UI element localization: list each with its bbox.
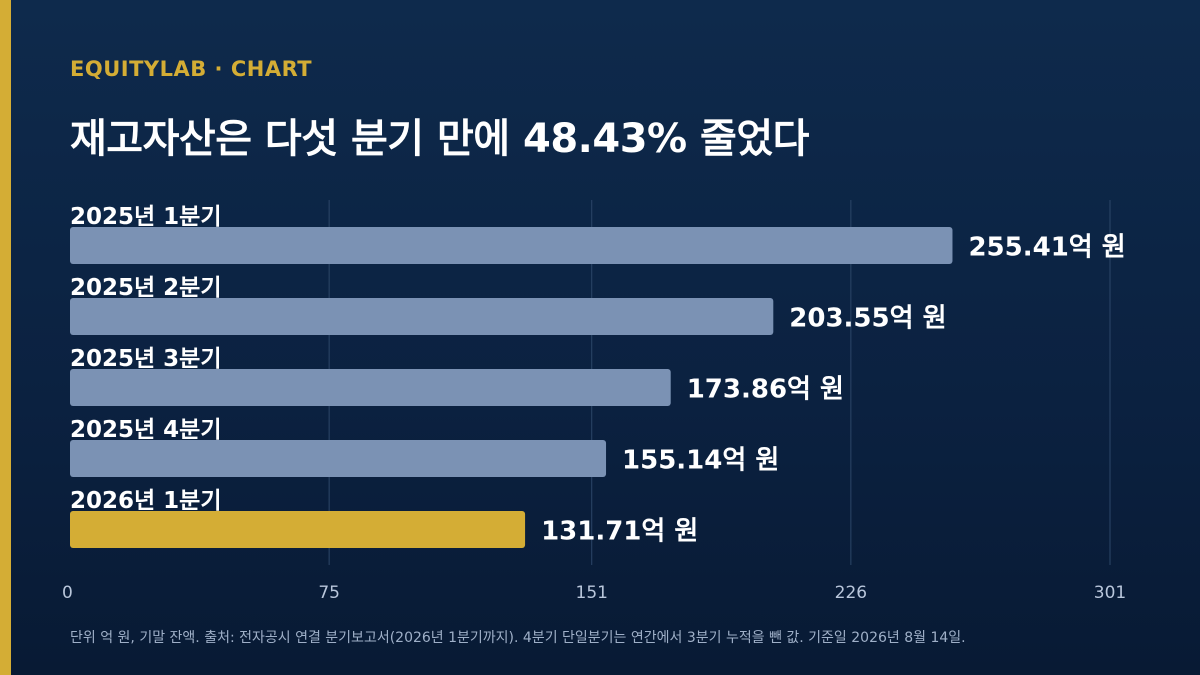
bar bbox=[70, 298, 774, 335]
value-label: 155.14억 원 bbox=[622, 446, 779, 476]
value-label: 255.41억 원 bbox=[968, 233, 1125, 263]
brand-label: EQUITYLAB · CHART bbox=[70, 57, 313, 81]
category-label: 2025년 3분기 bbox=[70, 346, 222, 372]
bars: 2025년 1분기 255.41억 원 2025년 2분기 203.55억 원 2025… bbox=[70, 204, 1126, 548]
x-tick-label: 226 bbox=[835, 583, 867, 603]
category-label: 2025년 4분기 bbox=[70, 417, 222, 443]
value-label: 173.86억 원 bbox=[687, 375, 844, 405]
bar bbox=[70, 369, 671, 406]
bar bbox=[70, 511, 526, 548]
accent-stripe bbox=[0, 0, 11, 675]
x-tick-label: 151 bbox=[576, 583, 608, 603]
x-tick-label: 301 bbox=[1094, 583, 1126, 603]
x-tick-label: 0 bbox=[62, 583, 73, 603]
bar bbox=[70, 440, 607, 477]
x-axis-ticks: 0 75 151 226 301 bbox=[62, 583, 1126, 603]
bar bbox=[70, 227, 953, 264]
x-tick-label: 75 bbox=[318, 583, 340, 603]
footnote: 단위 억 원, 기말 잔액. 출처: 전자공시 연결 분기보고서(2026년 1… bbox=[70, 630, 966, 646]
value-label: 203.55억 원 bbox=[789, 304, 946, 334]
category-label: 2025년 1분기 bbox=[70, 204, 222, 230]
chart-title: 재고자산은 다섯 분기 만에 48.43% 줄었다 bbox=[70, 116, 809, 162]
value-label: 131.71억 원 bbox=[541, 517, 698, 547]
category-label: 2025년 2분기 bbox=[70, 275, 222, 301]
category-label: 2026년 1분기 bbox=[70, 488, 222, 514]
